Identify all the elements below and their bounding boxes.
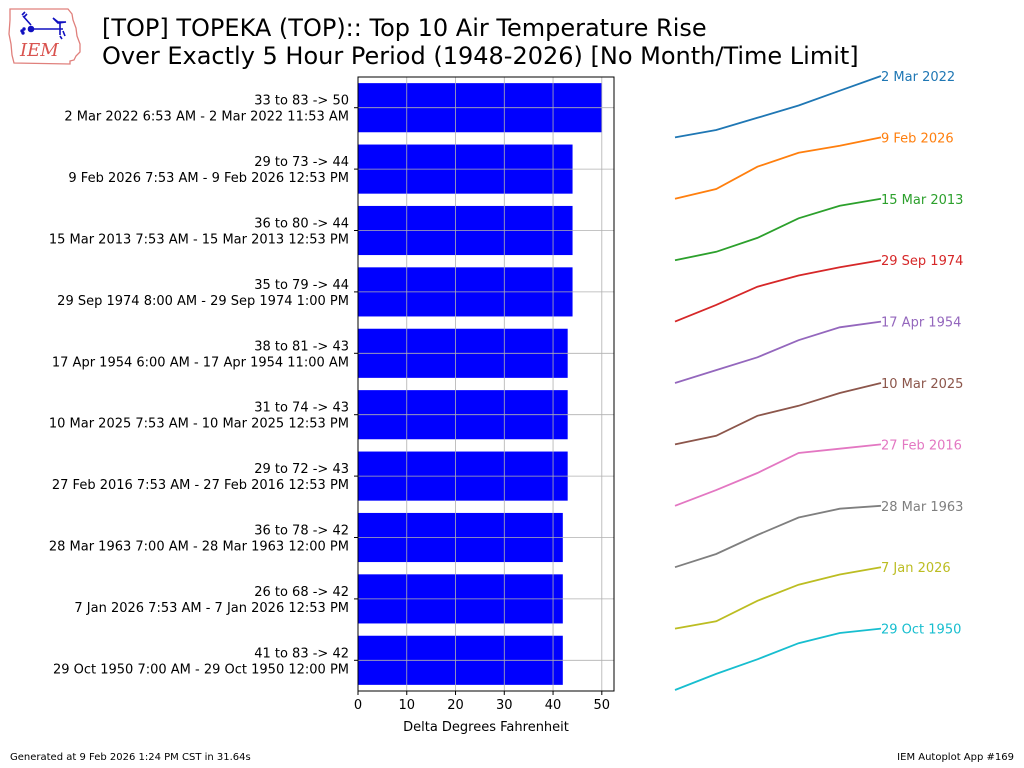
y-tick-label-period: 7 Jan 2026 7:53 AM - 7 Jan 2026 12:53 PM (74, 601, 349, 616)
y-tick-label-period: 29 Oct 1950 7:00 AM - 29 Oct 1950 12:00 … (53, 662, 349, 677)
sparkline-label: 9 Feb 2026 (881, 131, 954, 146)
sparkline-3 (674, 197, 882, 262)
x-tick-label: 0 (354, 698, 362, 713)
y-tick-label-period: 15 Mar 2013 7:53 AM - 15 Mar 2013 12:53 … (49, 233, 349, 248)
y-tick-label-period: 9 Feb 2026 7:53 AM - 9 Feb 2026 12:53 PM (68, 171, 349, 186)
x-axis-label: Delta Degrees Fahrenheit (403, 720, 569, 735)
chart-title-line2: Over Exactly 5 Hour Period (1948-2026) [… (102, 42, 859, 70)
y-tick-label-range: 36 to 80 -> 44 (254, 217, 349, 232)
y-tick-label-range: 33 to 83 -> 50 (254, 94, 349, 109)
sparkline-8 (674, 504, 882, 569)
x-tick-layer: 0 10 20 30 40 50 (354, 691, 610, 713)
sparkline-6 (674, 382, 882, 446)
bar-layer (358, 83, 602, 685)
x-tick-label: 10 (398, 698, 415, 713)
y-tick-label-range: 31 to 74 -> 43 (254, 401, 349, 416)
y-tick-label-period: 28 Mar 1963 7:00 AM - 28 Mar 1963 12:00 … (49, 540, 349, 555)
sparkline-label: 27 Feb 2016 (881, 438, 962, 453)
y-tick-label-range: 29 to 73 -> 44 (254, 155, 349, 170)
sparkline-label: 17 Apr 1954 (881, 316, 961, 331)
axes-frame (357, 76, 615, 692)
sparkline-9 (674, 566, 882, 630)
sparkline-label: 2 Mar 2022 (881, 70, 955, 85)
sparkline-label: 10 Mar 2025 (881, 377, 963, 392)
y-tick-label-range: 29 to 72 -> 43 (254, 462, 349, 477)
sparkline-layer: 2 Mar 2022 9 Feb 2026 15 Mar 2013 29 Sep 19… (674, 70, 963, 691)
x-tick-label: 40 (545, 698, 562, 713)
y-tick-label-period: 29 Sep 1974 8:00 AM - 29 Sep 1974 1:00 P… (57, 294, 349, 309)
sparkline-4 (674, 259, 882, 323)
x-tick-label: 20 (447, 698, 464, 713)
chart-title-line1: [TOP] TOPEKA (TOP):: Top 10 Air Temperat… (102, 14, 707, 42)
y-tick-label-period: 17 Apr 1954 6:00 AM - 17 Apr 1954 11:00 … (52, 355, 349, 370)
footer-app-id: IEM Autoplot App #169 (897, 752, 1014, 763)
y-tick-label-range: 36 to 78 -> 42 (254, 524, 349, 539)
x-tick-label: 30 (496, 698, 513, 713)
y-tick-label-period: 2 Mar 2022 6:53 AM - 2 Mar 2022 11:53 AM (64, 110, 349, 125)
sparkline-2 (674, 136, 882, 200)
sparkline-label: 29 Oct 1950 (881, 623, 961, 638)
sparkline-label: 28 Mar 1963 (881, 500, 963, 515)
sparkline-1 (674, 75, 882, 139)
y-tick-label-period: 10 Mar 2025 7:53 AM - 10 Mar 2025 12:53 … (49, 417, 349, 432)
footer-generated: Generated at 9 Feb 2026 1:24 PM CST in 3… (10, 752, 251, 763)
y-tick-label-range: 35 to 79 -> 44 (254, 278, 349, 293)
y-tick-layer: 33 to 83 -> 502 Mar 2022 6:53 AM - 2 Mar… (49, 94, 358, 677)
y-tick-label-period: 27 Feb 2016 7:53 AM - 27 Feb 2016 12:53 … (52, 478, 349, 493)
iem-logo: IEM (8, 8, 81, 65)
logo-text: IEM (19, 40, 59, 61)
y-tick-label-range: 38 to 81 -> 43 (254, 339, 349, 354)
sparkline-label: 7 Jan 2026 (881, 561, 951, 576)
weather-station-icon (20, 11, 67, 40)
y-tick-label-range: 26 to 68 -> 42 (254, 585, 349, 600)
sparkline-label: 29 Sep 1974 (881, 254, 963, 269)
sparkline-10 (674, 627, 882, 691)
y-tick-label-range: 41 to 83 -> 42 (254, 646, 349, 661)
vertical-grid-layer (357, 77, 614, 691)
sparkline-7 (674, 443, 882, 507)
x-tick-label: 50 (594, 698, 611, 713)
sparkline-5 (674, 320, 882, 384)
sparkline-label: 15 Mar 2013 (881, 193, 963, 208)
